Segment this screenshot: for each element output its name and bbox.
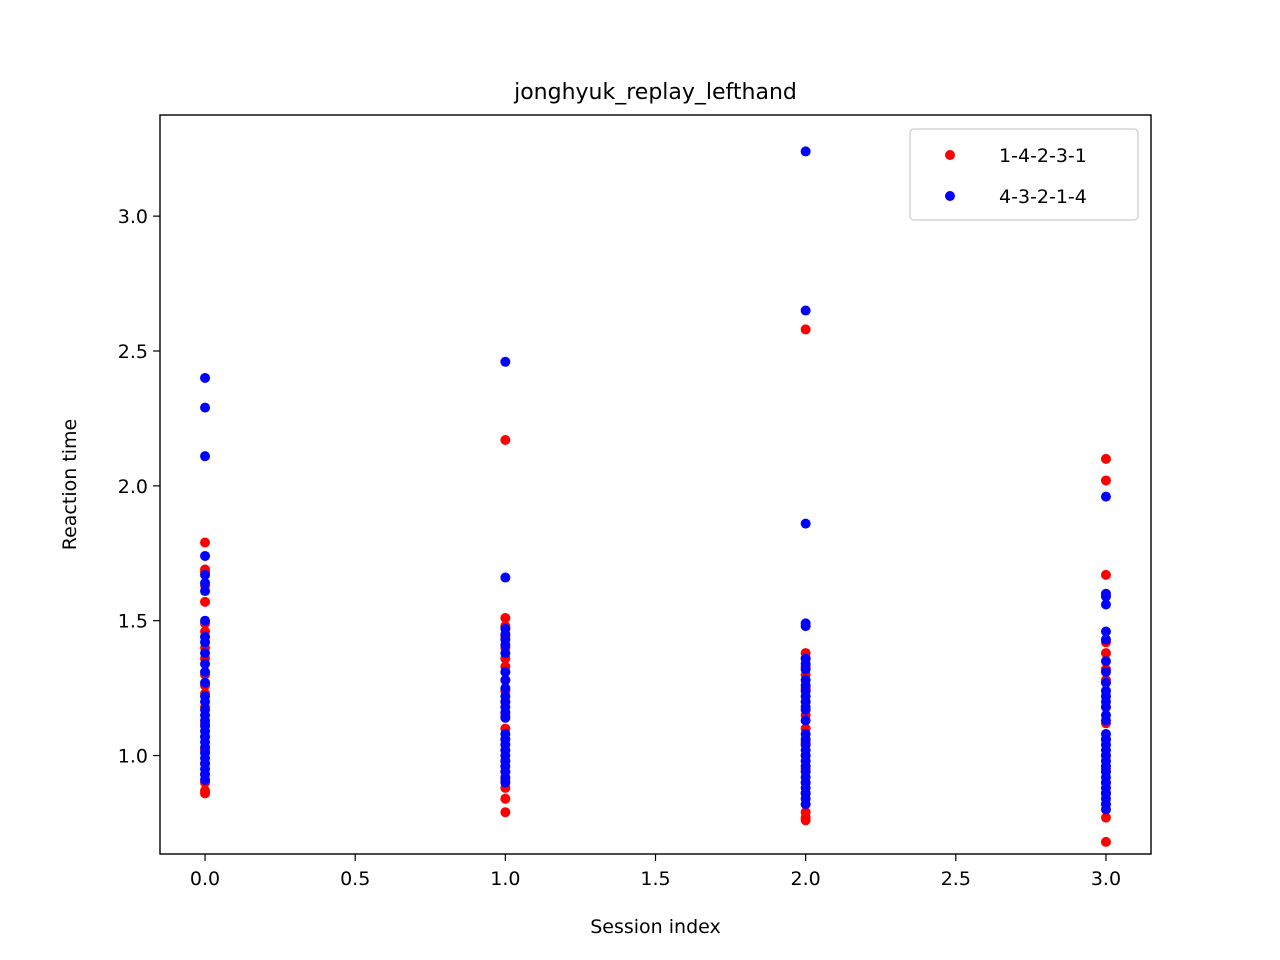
data-point bbox=[200, 648, 211, 659]
x-tick-label: 1.0 bbox=[490, 868, 520, 890]
data-point bbox=[1100, 491, 1111, 502]
data-point bbox=[1100, 634, 1111, 645]
data-point bbox=[800, 518, 811, 529]
data-point bbox=[1100, 836, 1111, 847]
series-2-points bbox=[200, 146, 1111, 815]
data-point bbox=[1100, 656, 1111, 667]
data-point bbox=[500, 807, 511, 818]
data-point bbox=[200, 550, 211, 561]
x-tick-label: 3.0 bbox=[1091, 868, 1121, 890]
data-point bbox=[200, 577, 211, 588]
x-axis-ticks: 0.0 0.5 1.0 1.5 2.0 2.5 3.0 bbox=[190, 854, 1121, 890]
data-point bbox=[1100, 666, 1111, 677]
data-point bbox=[200, 677, 211, 688]
data-point bbox=[200, 586, 211, 597]
data-point bbox=[500, 434, 511, 445]
data-point bbox=[200, 658, 211, 669]
y-tick-label: 2.0 bbox=[118, 476, 148, 498]
data-point bbox=[500, 683, 511, 694]
data-point bbox=[200, 569, 211, 580]
data-point bbox=[200, 637, 211, 648]
y-tick-label: 2.5 bbox=[118, 341, 148, 363]
x-tick-label: 0.0 bbox=[190, 868, 220, 890]
data-point bbox=[1100, 599, 1111, 610]
data-point bbox=[800, 704, 811, 715]
data-point bbox=[800, 815, 811, 826]
data-point bbox=[500, 712, 511, 723]
data-point bbox=[800, 305, 811, 316]
data-point bbox=[800, 621, 811, 632]
data-point bbox=[1100, 648, 1111, 659]
y-axis-ticks: 1.0 1.5 2.0 2.5 3.0 bbox=[118, 206, 160, 768]
x-tick-label: 0.5 bbox=[340, 868, 370, 890]
data-point bbox=[500, 675, 511, 686]
data-point bbox=[200, 615, 211, 626]
data-point bbox=[1100, 453, 1111, 464]
legend-entry-label: 4-3-2-1-4 bbox=[999, 186, 1087, 208]
legend-entry-label: 1-4-2-3-1 bbox=[999, 145, 1087, 167]
data-point bbox=[200, 537, 211, 548]
data-point bbox=[200, 788, 211, 799]
x-axis-label: Session index bbox=[590, 916, 721, 938]
data-point bbox=[1100, 715, 1111, 726]
data-point bbox=[200, 372, 211, 383]
data-point bbox=[500, 613, 511, 624]
data-point bbox=[500, 639, 511, 650]
data-point bbox=[1100, 591, 1111, 602]
y-tick-label: 3.0 bbox=[118, 206, 148, 228]
chart-title: jonghyuk_replay_lefthand bbox=[513, 80, 797, 105]
data-point bbox=[200, 402, 211, 413]
data-point bbox=[1100, 677, 1111, 688]
legend: 1-4-2-3-1 4-3-2-1-4 bbox=[909, 128, 1139, 221]
x-tick-label: 1.5 bbox=[640, 868, 670, 890]
data-point bbox=[1100, 475, 1111, 486]
data-point bbox=[1100, 569, 1111, 580]
legend-marker bbox=[945, 150, 955, 160]
data-point bbox=[800, 324, 811, 335]
data-point bbox=[200, 451, 211, 462]
x-tick-label: 2.5 bbox=[941, 868, 971, 890]
data-point bbox=[500, 572, 511, 583]
y-tick-label: 1.5 bbox=[118, 611, 148, 633]
y-axis-label: Reaction time bbox=[59, 419, 81, 551]
data-point bbox=[1100, 812, 1111, 823]
data-point bbox=[200, 666, 211, 677]
data-point bbox=[1100, 626, 1111, 637]
data-point bbox=[800, 664, 811, 675]
legend-marker bbox=[945, 191, 955, 201]
data-point bbox=[800, 146, 811, 157]
y-tick-label: 1.0 bbox=[118, 746, 148, 768]
x-tick-label: 2.0 bbox=[791, 868, 821, 890]
data-point bbox=[800, 715, 811, 726]
legend-box bbox=[909, 128, 1139, 221]
data-point bbox=[500, 793, 511, 804]
data-point bbox=[200, 696, 211, 707]
data-point bbox=[1100, 804, 1111, 815]
data-point bbox=[500, 648, 511, 659]
data-point bbox=[200, 596, 211, 607]
data-point bbox=[200, 774, 211, 785]
data-point bbox=[1100, 702, 1111, 713]
data-point bbox=[500, 777, 511, 788]
data-point bbox=[500, 666, 511, 677]
data-points bbox=[200, 146, 1111, 847]
data-point bbox=[800, 799, 811, 810]
data-point bbox=[500, 356, 511, 367]
plot-area-frame bbox=[159, 114, 1152, 855]
